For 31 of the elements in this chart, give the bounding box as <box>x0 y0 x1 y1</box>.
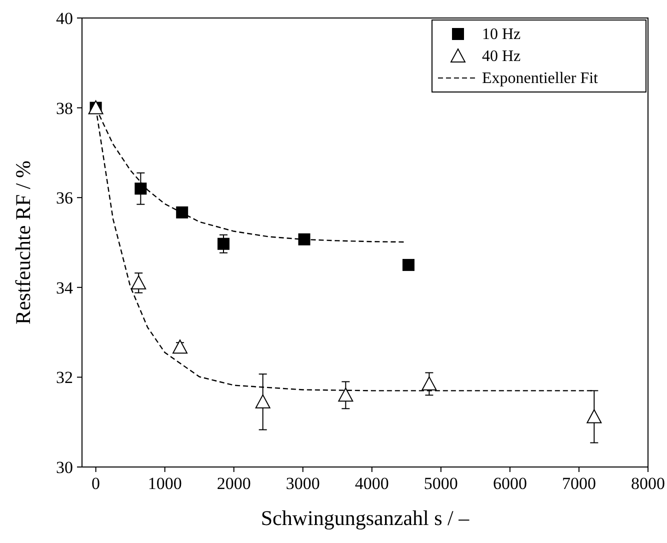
point <box>338 388 354 402</box>
y-axis-title: Restfeuchte RF / % <box>11 160 35 324</box>
legend-label: 10 Hz <box>482 26 521 43</box>
x-tick-label: 7000 <box>562 474 596 493</box>
x-tick-label: 6000 <box>492 474 527 493</box>
y-tick-label: 32 <box>56 368 73 388</box>
point <box>255 394 270 408</box>
point <box>131 275 146 290</box>
y-tick-label: 36 <box>56 188 73 208</box>
point <box>134 182 147 195</box>
point <box>172 340 188 354</box>
point <box>422 376 437 390</box>
y-tick-label: 30 <box>56 458 73 477</box>
point <box>298 233 310 246</box>
x-tick-label: 8000 <box>631 474 665 493</box>
legend-label: 40 Hz <box>482 48 521 65</box>
y-tick-label: 38 <box>56 98 73 118</box>
point <box>586 409 602 424</box>
x-axis-title: Schwingungsanzahl s / – <box>260 506 470 530</box>
y-tick-label: 34 <box>56 278 74 298</box>
x-tick-label: 2000 <box>216 474 251 493</box>
y-tick-label: 40 <box>56 9 73 28</box>
x-tick-label: 4000 <box>354 474 389 493</box>
point <box>218 238 230 250</box>
x-tick-label: 0 <box>92 474 100 493</box>
x-tick-label: 5000 <box>424 474 458 493</box>
point <box>176 206 188 218</box>
x-tick-label: 1000 <box>148 474 182 493</box>
point <box>402 258 414 271</box>
legend-label: Exponentieller Fit <box>482 70 599 87</box>
x-tick-label: 3000 <box>286 474 320 493</box>
